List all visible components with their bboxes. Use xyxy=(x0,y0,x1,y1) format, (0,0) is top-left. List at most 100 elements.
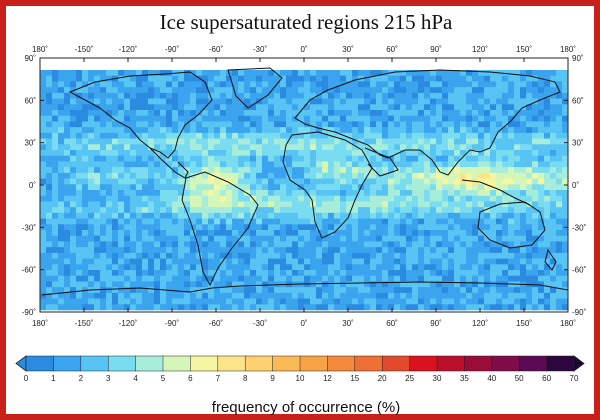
heatmap-cell xyxy=(202,87,209,94)
heatmap-cell xyxy=(310,247,317,254)
heatmap-cell xyxy=(394,155,401,162)
heatmap-cell xyxy=(424,287,431,294)
heatmap-cell xyxy=(352,258,359,265)
heatmap-cell xyxy=(346,304,353,311)
heatmap-cell xyxy=(232,178,239,185)
heatmap-cell xyxy=(490,201,497,208)
heatmap-cell xyxy=(490,104,497,111)
heatmap-cell xyxy=(508,270,515,277)
heatmap-cell xyxy=(124,258,131,265)
heatmap-cell xyxy=(286,258,293,265)
heatmap-cell xyxy=(244,172,251,179)
heatmap-cell xyxy=(142,281,149,288)
heatmap-cell xyxy=(376,264,383,271)
heatmap-cell xyxy=(442,155,449,162)
heatmap-cell xyxy=(370,292,377,299)
heatmap-cell xyxy=(556,287,563,294)
heatmap-cell xyxy=(400,212,407,219)
heatmap-cell xyxy=(496,167,503,174)
heatmap-cell xyxy=(544,178,551,185)
heatmap-cell xyxy=(70,184,77,191)
heatmap-cell xyxy=(244,258,251,265)
heatmap-cell xyxy=(304,161,311,168)
heatmap-cell xyxy=(232,127,239,134)
heatmap-cell xyxy=(208,247,215,254)
heatmap-cell xyxy=(478,195,485,202)
heatmap-cell xyxy=(46,207,53,214)
heatmap-cell xyxy=(286,252,293,259)
heatmap-cell xyxy=(436,230,443,237)
heatmap-cell xyxy=(520,121,527,128)
heatmap-cell xyxy=(280,230,287,237)
heatmap-cell xyxy=(436,252,443,259)
heatmap-cell xyxy=(376,144,383,151)
heatmap-cell xyxy=(64,190,71,197)
heatmap-cell xyxy=(136,241,143,248)
heatmap-cell xyxy=(532,190,539,197)
heatmap-cell xyxy=(88,201,95,208)
heatmap-cell xyxy=(64,127,71,134)
heatmap-cell xyxy=(238,292,245,299)
heatmap-cell xyxy=(382,155,389,162)
heatmap-cell xyxy=(502,172,509,179)
heatmap-cell xyxy=(250,81,257,88)
heatmap-cell xyxy=(358,115,365,122)
heatmap-cell xyxy=(82,104,89,111)
heatmap-cell xyxy=(148,144,155,151)
heatmap-cell xyxy=(244,264,251,271)
heatmap-cell xyxy=(388,224,395,231)
heatmap-cell xyxy=(154,132,161,139)
heatmap-cell xyxy=(562,292,569,299)
heatmap-cell xyxy=(184,212,191,219)
heatmap-cell xyxy=(418,161,425,168)
heatmap-cell xyxy=(412,121,419,128)
heatmap-cell xyxy=(418,121,425,128)
heatmap-cell xyxy=(268,178,275,185)
heatmap-cell xyxy=(202,292,209,299)
heatmap-cell xyxy=(172,304,179,311)
heatmap-cell xyxy=(352,184,359,191)
heatmap-cell xyxy=(310,132,317,139)
heatmap-cell xyxy=(52,70,59,77)
heatmap-cell xyxy=(94,121,101,128)
heatmap-cell xyxy=(436,195,443,202)
heatmap-cell xyxy=(214,98,221,105)
heatmap-cell xyxy=(508,115,515,122)
heatmap-cell xyxy=(346,224,353,231)
heatmap-cell xyxy=(154,258,161,265)
heatmap-cell xyxy=(250,241,257,248)
heatmap-cell xyxy=(466,258,473,265)
heatmap-cell xyxy=(328,304,335,311)
heatmap-cell xyxy=(418,167,425,174)
heatmap-cell xyxy=(304,212,311,219)
heatmap-cell xyxy=(220,201,227,208)
heatmap-cell xyxy=(388,127,395,134)
heatmap-cell xyxy=(82,201,89,208)
heatmap-cell xyxy=(226,144,233,151)
heatmap-cell xyxy=(406,127,413,134)
heatmap-cell xyxy=(562,178,569,185)
heatmap-cell xyxy=(76,184,83,191)
heatmap-cell xyxy=(244,150,251,157)
heatmap-cell xyxy=(388,292,395,299)
heatmap-cell xyxy=(358,258,365,265)
heatmap-cell xyxy=(58,292,65,299)
heatmap-cell xyxy=(496,138,503,145)
heatmap-cell xyxy=(334,190,341,197)
heatmap-cell xyxy=(52,144,59,151)
heatmap-cell xyxy=(502,218,509,225)
heatmap-cell xyxy=(478,81,485,88)
heatmap-cell xyxy=(370,161,377,168)
heatmap-cell xyxy=(406,178,413,185)
heatmap-cell xyxy=(136,224,143,231)
heatmap-cell xyxy=(562,195,569,202)
heatmap-cell xyxy=(118,281,125,288)
heatmap-cell xyxy=(394,132,401,139)
heatmap-cell xyxy=(376,110,383,117)
heatmap-cell xyxy=(478,207,485,214)
heatmap-cell xyxy=(496,144,503,151)
heatmap-cell xyxy=(94,281,101,288)
heatmap-cell xyxy=(124,81,131,88)
heatmap-cell xyxy=(532,270,539,277)
heatmap-cell xyxy=(388,172,395,179)
